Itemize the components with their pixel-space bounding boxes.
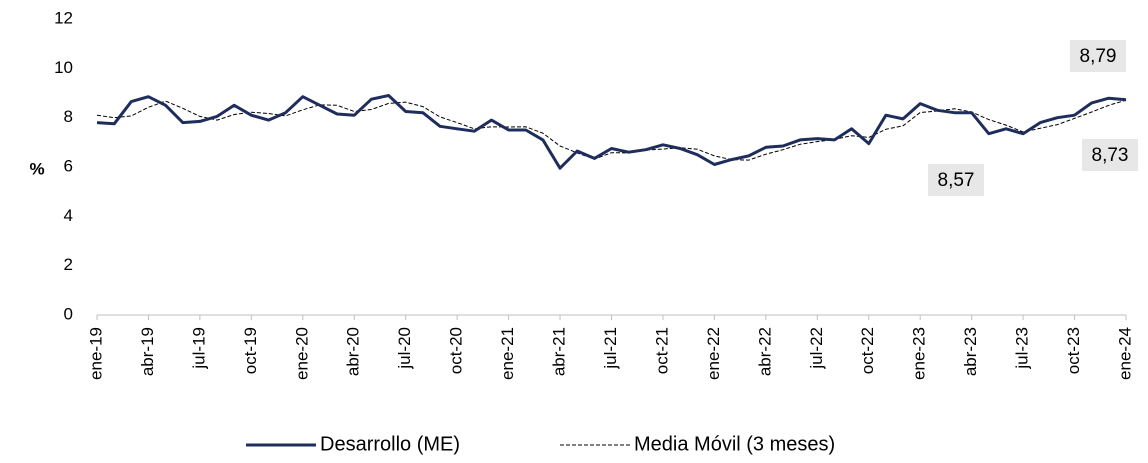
y-tick-label: 2 xyxy=(64,255,73,274)
x-tick-label: abr-21 xyxy=(550,327,569,376)
x-tick-label: ene-20 xyxy=(292,327,311,380)
y-axis-label: % xyxy=(29,159,44,178)
annotation-box xyxy=(928,164,984,196)
annotation: 8,79 xyxy=(1080,46,1117,67)
x-tick-label: jul-23 xyxy=(1013,327,1032,370)
y-tick-label: 12 xyxy=(54,8,73,27)
series-line xyxy=(96,94,1127,170)
annotation-box xyxy=(1082,139,1138,171)
x-tick-label: oct-21 xyxy=(652,327,671,374)
x-tick-label: abr-20 xyxy=(344,327,363,376)
y-tick-label: 6 xyxy=(64,156,73,175)
y-tick-label: 0 xyxy=(64,304,73,323)
legend-label: Desarrollo (ME) xyxy=(320,433,460,455)
x-tick-label: ene-24 xyxy=(1115,327,1134,380)
x-tick-label: ene-22 xyxy=(704,327,723,380)
x-tick-label: jul-21 xyxy=(601,327,620,370)
y-tick-label: 4 xyxy=(64,206,73,225)
x-tick-label: ene-19 xyxy=(86,327,105,380)
annotation: 8,57 xyxy=(938,170,975,191)
x-tick-label: abr-22 xyxy=(755,327,774,376)
x-tick-label: oct-19 xyxy=(241,327,260,374)
series-line xyxy=(96,99,1127,161)
annotation-box xyxy=(1070,40,1126,72)
x-tick-label: abr-23 xyxy=(961,327,980,376)
x-tick-label: ene-23 xyxy=(910,327,929,380)
annotation: 8,73 xyxy=(1092,145,1129,166)
x-tick-label: jul-22 xyxy=(807,327,826,370)
legend-label: Media Móvil (3 meses) xyxy=(634,433,835,455)
x-tick-label: ene-21 xyxy=(498,327,517,380)
x-tick-label: oct-23 xyxy=(1064,327,1083,374)
x-tick-label: jul-19 xyxy=(189,327,208,370)
x-tick-label: abr-19 xyxy=(138,327,157,376)
y-tick-label: 10 xyxy=(54,58,73,77)
x-tick-label: jul-20 xyxy=(395,327,414,370)
y-tick-label: 8 xyxy=(64,107,73,126)
x-tick-label: oct-22 xyxy=(858,327,877,374)
x-tick-label: oct-20 xyxy=(447,327,466,374)
